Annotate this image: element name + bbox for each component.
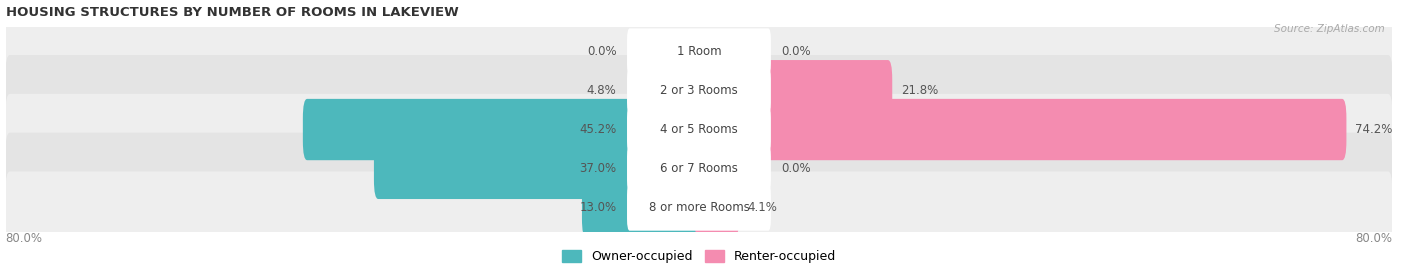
Text: HOUSING STRUCTURES BY NUMBER OF ROOMS IN LAKEVIEW: HOUSING STRUCTURES BY NUMBER OF ROOMS IN…	[6, 6, 458, 19]
Legend: Owner-occupied, Renter-occupied: Owner-occupied, Renter-occupied	[562, 250, 835, 263]
Text: 80.0%: 80.0%	[6, 232, 42, 245]
FancyBboxPatch shape	[6, 171, 1392, 243]
Text: 21.8%: 21.8%	[901, 84, 938, 97]
FancyBboxPatch shape	[6, 133, 1392, 204]
FancyBboxPatch shape	[627, 29, 770, 75]
Text: 6 or 7 Rooms: 6 or 7 Rooms	[659, 162, 738, 175]
Text: Source: ZipAtlas.com: Source: ZipAtlas.com	[1274, 24, 1385, 34]
FancyBboxPatch shape	[695, 99, 1347, 160]
Text: 80.0%: 80.0%	[1355, 232, 1392, 245]
FancyBboxPatch shape	[627, 184, 770, 231]
Text: 8 or more Rooms: 8 or more Rooms	[648, 201, 749, 214]
Text: 45.2%: 45.2%	[579, 123, 617, 136]
FancyBboxPatch shape	[627, 145, 770, 192]
Text: 37.0%: 37.0%	[579, 162, 617, 175]
Text: 4.1%: 4.1%	[748, 201, 778, 214]
Text: 13.0%: 13.0%	[579, 201, 617, 214]
Text: 74.2%: 74.2%	[1355, 123, 1392, 136]
FancyBboxPatch shape	[6, 94, 1392, 165]
Text: 0.0%: 0.0%	[782, 45, 811, 58]
FancyBboxPatch shape	[695, 176, 738, 238]
FancyBboxPatch shape	[695, 60, 893, 121]
Text: 2 or 3 Rooms: 2 or 3 Rooms	[659, 84, 738, 97]
Text: 0.0%: 0.0%	[586, 45, 617, 58]
FancyBboxPatch shape	[582, 176, 703, 238]
FancyBboxPatch shape	[302, 99, 703, 160]
FancyBboxPatch shape	[652, 60, 703, 121]
FancyBboxPatch shape	[374, 138, 703, 199]
FancyBboxPatch shape	[627, 67, 770, 114]
Text: 4 or 5 Rooms: 4 or 5 Rooms	[659, 123, 738, 136]
Text: 4.8%: 4.8%	[586, 84, 617, 97]
FancyBboxPatch shape	[627, 106, 770, 153]
Text: 1 Room: 1 Room	[676, 45, 721, 58]
FancyBboxPatch shape	[6, 55, 1392, 126]
FancyBboxPatch shape	[6, 16, 1392, 88]
Text: 0.0%: 0.0%	[782, 162, 811, 175]
